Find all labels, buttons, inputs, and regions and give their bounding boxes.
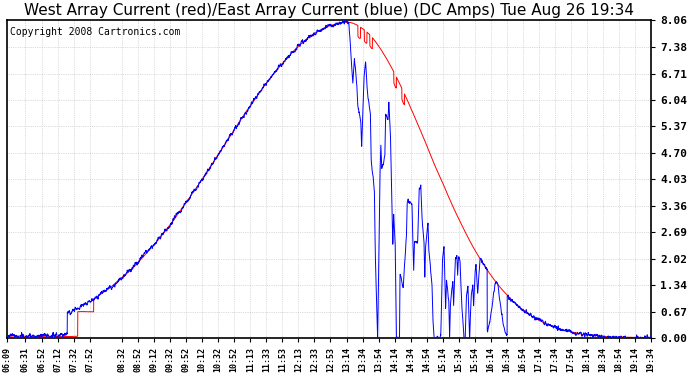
Text: Copyright 2008 Cartronics.com: Copyright 2008 Cartronics.com bbox=[10, 27, 181, 37]
Title: West Array Current (red)/East Array Current (blue) (DC Amps) Tue Aug 26 19:34: West Array Current (red)/East Array Curr… bbox=[24, 3, 634, 18]
